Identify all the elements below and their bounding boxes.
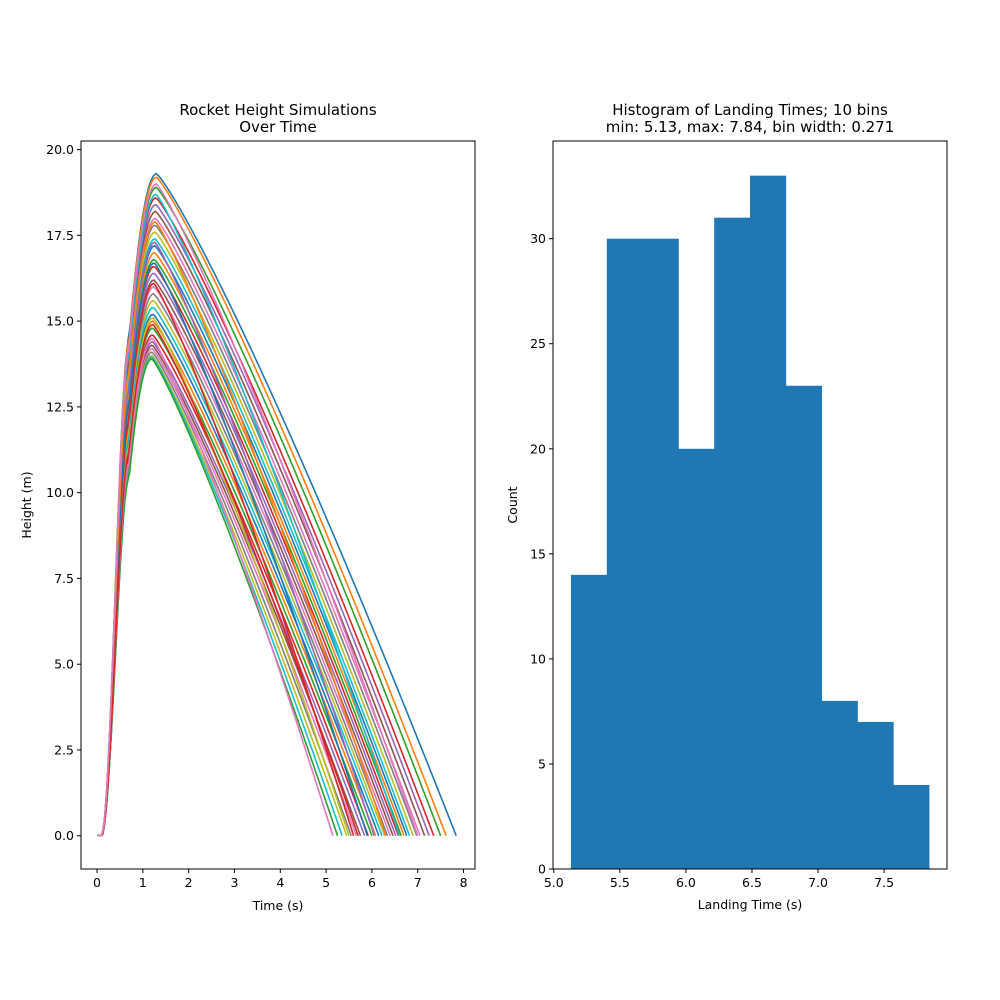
histogram-bar-8 xyxy=(821,700,858,869)
simulation-line-7 xyxy=(97,217,421,837)
simulation-line-14 xyxy=(97,265,400,837)
left-x-ticks: 0 1 2 3 4 5 6 7 8 xyxy=(93,869,468,890)
simulation-line-12 xyxy=(97,251,405,837)
left-series-group xyxy=(97,172,457,837)
right-title-line2: min: 5.13, max: 7.84, bin width: 0.271 xyxy=(606,118,895,136)
right-x-tick-label: 5.5 xyxy=(610,875,630,890)
right-x-tick-label: 6.0 xyxy=(676,875,696,890)
left-x-tick-label: 4 xyxy=(276,875,284,890)
left-y-ticks: 0.0 2.5 5.0 7.5 10.0 12.5 15.0 17.5 20.0 xyxy=(46,142,81,843)
right-x-tick-label: 6.5 xyxy=(742,875,762,890)
simulation-line-32 xyxy=(97,337,334,837)
left-x-tick-label: 0 xyxy=(93,875,101,890)
simulation-line-13 xyxy=(97,258,402,837)
simulation-line-37 xyxy=(97,262,369,837)
histogram-bars xyxy=(570,175,930,870)
left-y-tick-label: 10.0 xyxy=(46,485,74,500)
simulation-line-17 xyxy=(97,285,391,837)
landing-time-histogram: Histogram of Landing Times; 10 bins min:… xyxy=(505,101,948,912)
simulation-line-4 xyxy=(97,197,435,837)
right-y-tick-label: 0 xyxy=(538,862,546,877)
right-x-tick-label: 5.0 xyxy=(544,875,564,890)
right-y-tick-label: 25 xyxy=(530,336,546,351)
left-y-tick-label: 20.0 xyxy=(46,142,74,157)
left-x-tick-label: 8 xyxy=(460,875,468,890)
right-x-axis-label: Landing Time (s) xyxy=(698,897,803,912)
left-x-tick-label: 5 xyxy=(322,875,330,890)
simulation-line-39 xyxy=(97,323,359,837)
histogram-bar-10 xyxy=(893,784,930,869)
simulation-line-2 xyxy=(97,176,447,837)
simulation-line-35 xyxy=(97,316,350,837)
simulation-line-3 xyxy=(97,186,442,837)
left-axes-frame xyxy=(80,140,476,870)
histogram-bar-4 xyxy=(678,448,715,869)
right-axes-frame xyxy=(552,140,948,870)
left-y-tick-label: 2.5 xyxy=(54,742,74,757)
left-x-axis-label: Time (s) xyxy=(252,898,304,913)
simulation-line-34 xyxy=(97,241,375,837)
left-y-tick-label: 12.5 xyxy=(46,399,74,414)
simulation-line-31 xyxy=(97,357,339,837)
right-y-ticks: 0 5 10 15 20 25 30 xyxy=(530,231,553,877)
left-x-tick-label: 7 xyxy=(414,875,422,890)
simulation-line-5 xyxy=(97,204,430,837)
simulation-line-8 xyxy=(97,224,418,837)
simulation-line-36 xyxy=(97,193,401,837)
left-y-tick-label: 17.5 xyxy=(46,228,74,243)
simulation-line-6 xyxy=(97,210,426,837)
right-y-tick-label: 5 xyxy=(538,756,546,771)
left-x-tick-label: 6 xyxy=(368,875,376,890)
histogram-bar-7 xyxy=(785,385,823,869)
left-y-axis-label: Height (m) xyxy=(19,471,34,538)
simulation-line-9 xyxy=(97,231,414,837)
simulation-line-40 xyxy=(97,183,419,837)
histogram-bar-1 xyxy=(570,574,608,869)
left-title-line2: Over Time xyxy=(239,118,317,136)
histogram-bar-6 xyxy=(750,175,787,870)
left-x-tick-label: 2 xyxy=(185,875,193,890)
simulation-line-1 xyxy=(97,172,457,837)
left-y-tick-label: 15.0 xyxy=(46,314,74,329)
simulation-line-38 xyxy=(97,220,387,837)
left-y-tick-label: 7.5 xyxy=(54,571,74,586)
histogram-bar-5 xyxy=(714,217,751,869)
histogram-bar-3 xyxy=(642,238,679,869)
simulation-line-19 xyxy=(97,299,386,837)
right-x-tick-label: 7.5 xyxy=(874,875,894,890)
left-x-tick-label: 1 xyxy=(139,875,147,890)
right-y-tick-label: 20 xyxy=(530,441,546,456)
left-y-tick-label: 5.0 xyxy=(54,657,74,672)
histogram-bar-2 xyxy=(606,238,643,869)
right-y-tick-label: 15 xyxy=(530,546,546,561)
left-y-tick-label: 0.0 xyxy=(54,828,74,843)
right-y-tick-label: 10 xyxy=(530,651,546,666)
height-simulations-chart: Rocket Height Simulations Over Time 0 1 2 3… xyxy=(19,101,476,913)
simulation-line-11 xyxy=(97,244,408,837)
histogram-bar-9 xyxy=(857,721,894,869)
left-title-line1: Rocket Height Simulations xyxy=(179,101,376,119)
right-y-tick-label: 30 xyxy=(530,231,546,246)
left-x-tick-label: 3 xyxy=(231,875,239,890)
simulation-line-16 xyxy=(97,279,394,837)
right-y-axis-label: Count xyxy=(505,486,520,523)
right-title-line1: Histogram of Landing Times; 10 bins xyxy=(612,101,888,119)
simulation-line-10 xyxy=(97,237,411,837)
right-x-ticks: 5.0 5.5 6.0 6.5 7.0 7.5 xyxy=(544,869,894,890)
right-x-tick-label: 7.0 xyxy=(808,875,828,890)
